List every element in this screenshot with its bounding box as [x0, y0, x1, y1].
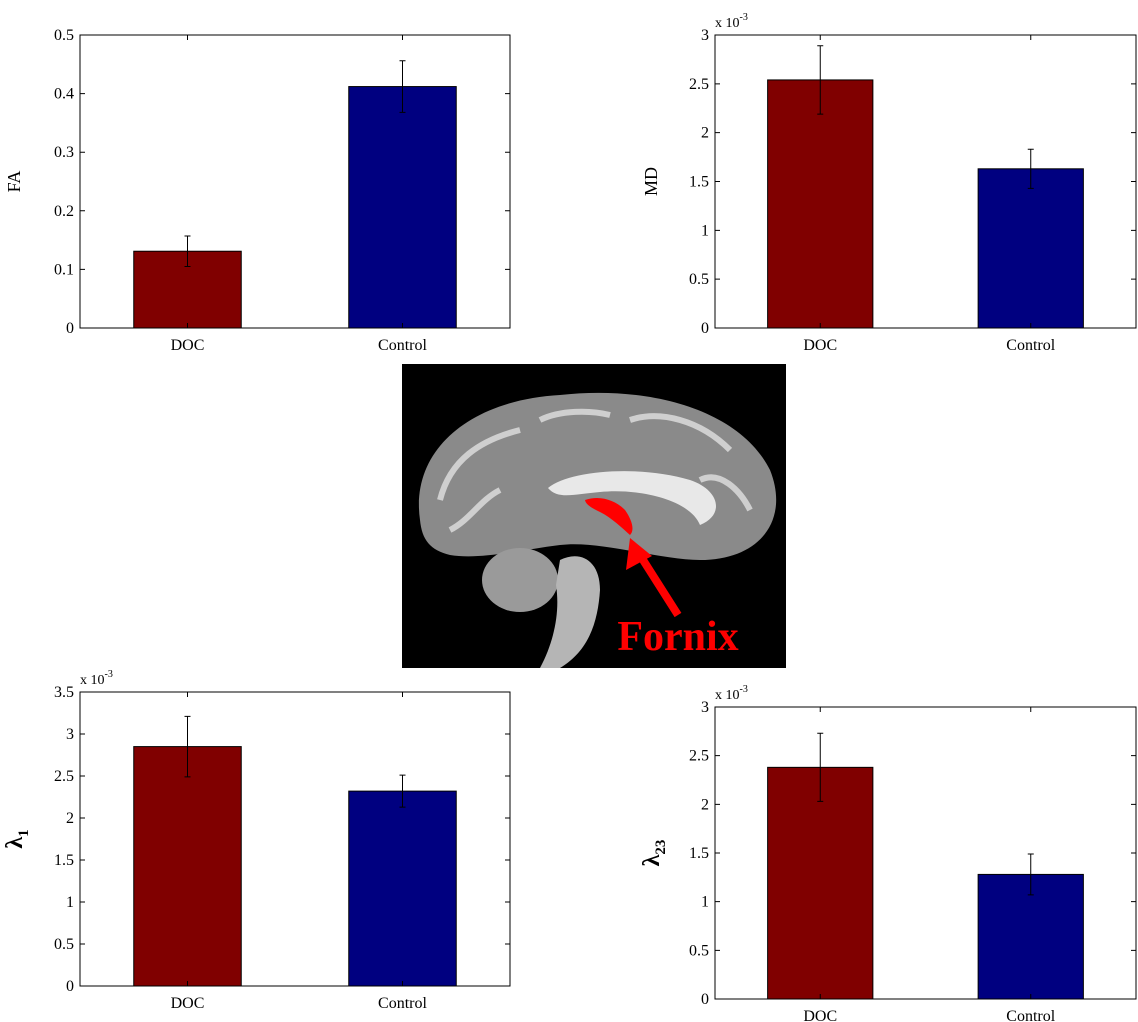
y-tick-label: 0.5: [689, 271, 709, 288]
y-axis-label-main: λ: [2, 837, 28, 849]
y-tick-label: 0.2: [54, 203, 74, 220]
y-tick-label: 0.1: [54, 261, 74, 278]
x-tick-label: Control: [378, 995, 427, 1012]
y-tick-label: 0: [66, 320, 74, 337]
y-tick-label: 0.4: [54, 86, 74, 103]
x-tick-label: Control: [378, 337, 427, 354]
multiplier-base: x 10: [715, 16, 740, 31]
y-axis-label-sub: 1: [16, 829, 32, 837]
page: Fornix DOC Control 0 0.1 0.2 0.3 0.4 0.5 FA DOC Co…: [0, 0, 1138, 1022]
cerebellum: [482, 548, 558, 612]
axis-multiplier: x 10-3: [80, 669, 113, 688]
image-label: Fornix: [617, 614, 738, 660]
brain-image: Fornix: [402, 364, 786, 668]
bar: [134, 747, 242, 986]
multiplier-base: x 10: [80, 673, 105, 688]
y-tick-label: 0.5: [54, 27, 74, 44]
axis-multiplier: x 10-3: [715, 12, 748, 31]
y-axis-label-main: λ: [639, 854, 665, 866]
y-axis-label: FA: [4, 171, 24, 193]
figure: Fornix DOC Control 0 0.1 0.2 0.3 0.4 0.5 FA DOC Co…: [0, 0, 1138, 1022]
y-tick-label: 2.5: [54, 768, 74, 785]
bar: [978, 169, 1083, 328]
y-tick-label: 0: [701, 991, 709, 1008]
y-tick-label: 2: [66, 810, 74, 827]
x-tick-label: DOC: [803, 1008, 837, 1022]
y-tick-label: 1.5: [689, 845, 709, 862]
y-tick-label: 0.5: [689, 942, 709, 959]
bar: [768, 767, 873, 999]
chart: DOC Control 0 0.1 0.2 0.3 0.4 0.5 FA: [4, 27, 510, 354]
x-tick-label: DOC: [803, 337, 837, 354]
y-tick-label: 3: [701, 699, 709, 716]
y-tick-label: 1: [701, 894, 709, 911]
y-tick-label: 3.5: [54, 684, 74, 701]
y-axis-label-main: FA: [4, 171, 24, 193]
chart: DOC Control 0 0.5 1 1.5 2 2.5 3 x 10-3 MD: [641, 12, 1136, 354]
multiplier-exponent: -3: [740, 12, 748, 23]
y-tick-label: 2.5: [689, 76, 709, 93]
bar: [768, 80, 873, 328]
x-tick-label: DOC: [171, 995, 205, 1012]
y-tick-label: 3: [701, 27, 709, 44]
multiplier-exponent: -3: [740, 684, 748, 695]
y-tick-label: 1.5: [54, 852, 74, 869]
y-tick-label: 2.5: [689, 748, 709, 765]
bar: [349, 791, 457, 986]
y-tick-label: 3: [66, 726, 74, 743]
y-tick-label: 1: [66, 894, 74, 911]
bar: [349, 87, 457, 328]
x-tick-label: DOC: [171, 337, 205, 354]
chart: DOC Control 0 0.5 1 1.5 2 2.5 3 x 10-3 λ23: [639, 684, 1136, 1022]
y-tick-label: 1: [701, 222, 709, 239]
y-tick-label: 0: [66, 978, 74, 995]
y-axis-label-main: MD: [641, 167, 661, 196]
y-tick-label: 0.3: [54, 144, 74, 161]
y-axis-label: λ1: [2, 829, 32, 848]
x-tick-label: Control: [1006, 1008, 1055, 1022]
y-tick-label: 2: [701, 125, 709, 142]
y-axis-label: λ23: [639, 840, 669, 867]
y-tick-label: 0: [701, 320, 709, 337]
y-tick-label: 2: [701, 796, 709, 813]
y-axis-label-sub: 23: [653, 840, 669, 855]
y-axis-label: MD: [641, 167, 661, 196]
y-tick-label: 1.5: [689, 174, 709, 191]
axis-multiplier: x 10-3: [715, 684, 748, 703]
x-tick-label: Control: [1006, 337, 1055, 354]
y-tick-label: 0.5: [54, 936, 74, 953]
multiplier-base: x 10: [715, 688, 740, 703]
multiplier-exponent: -3: [105, 669, 113, 680]
